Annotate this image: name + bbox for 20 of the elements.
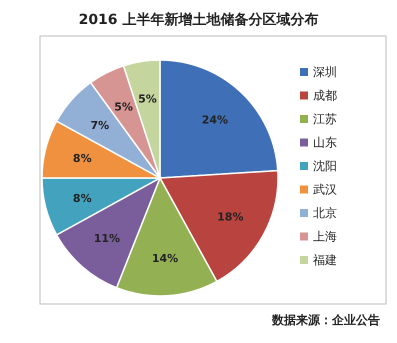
legend-label: 沈阳 xyxy=(313,159,337,174)
data-label: 18% xyxy=(217,210,244,224)
source-note: 数据来源：企业公告 xyxy=(271,313,380,327)
legend-label: 上海 xyxy=(313,230,337,244)
chart-title: 2016 上半年新增土地储备分区域分布 xyxy=(78,11,318,28)
legend-label: 福建 xyxy=(313,253,337,268)
legend-label: 成都 xyxy=(313,88,337,103)
data-label: 8% xyxy=(72,192,92,205)
data-label: 5% xyxy=(138,92,157,106)
data-label: 14% xyxy=(152,252,178,265)
legend-label: 北京 xyxy=(313,206,337,220)
legend-label: 江苏 xyxy=(313,112,337,126)
data-label: 5% xyxy=(114,100,133,114)
legend-label: 山东 xyxy=(313,136,337,150)
data-label: 24% xyxy=(202,113,228,126)
legend-label: 武汉 xyxy=(313,182,337,197)
data-label: 7% xyxy=(90,118,110,132)
legend-label: 深圳 xyxy=(313,65,337,80)
data-label: 8% xyxy=(72,152,92,165)
data-label: 11% xyxy=(94,232,120,246)
